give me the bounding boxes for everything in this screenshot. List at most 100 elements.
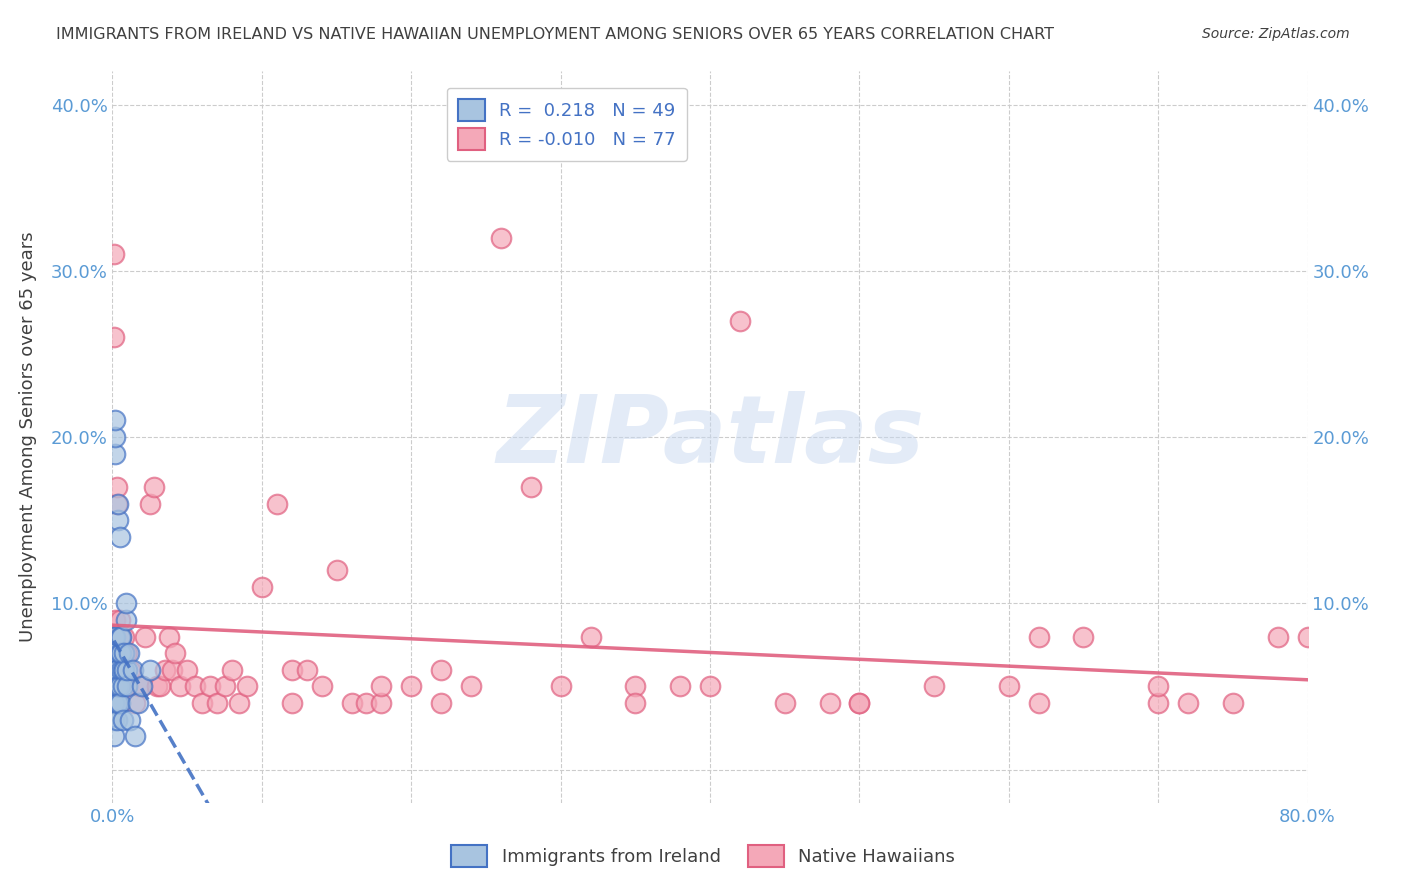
Point [114, 646, 135, 660]
Text: ZIPatlas: ZIPatlas [496, 391, 924, 483]
Point [103, 696, 125, 710]
Legend: Immigrants from Ireland, Native Hawaiians: Immigrants from Ireland, Native Hawaiian… [444, 838, 962, 874]
Point [149, 680, 172, 694]
Point [105, 497, 128, 511]
Point [110, 646, 132, 660]
Point [848, 696, 870, 710]
Point [325, 563, 347, 577]
Y-axis label: Unemployment Among Seniors over 65 years: Unemployment Among Seniors over 65 years [18, 232, 37, 642]
Point [1222, 696, 1244, 710]
Point [104, 430, 127, 444]
Point [773, 696, 796, 710]
Point [1296, 630, 1319, 644]
Point [139, 663, 162, 677]
Point [128, 680, 150, 694]
Point [111, 646, 134, 660]
Point [115, 646, 138, 660]
Point [104, 630, 127, 644]
Point [153, 663, 176, 677]
Point [104, 646, 127, 660]
Point [117, 663, 139, 677]
Point [169, 680, 191, 694]
Point [103, 330, 125, 344]
Point [356, 696, 378, 710]
Point [120, 663, 142, 677]
Point [110, 663, 132, 677]
Point [146, 680, 169, 694]
Point [124, 696, 146, 710]
Point [1073, 630, 1095, 644]
Point [118, 646, 141, 660]
Point [103, 713, 125, 727]
Text: Source: ZipAtlas.com: Source: ZipAtlas.com [1202, 27, 1350, 41]
Point [111, 713, 134, 727]
Point [198, 680, 221, 694]
Point [460, 680, 482, 694]
Point [103, 663, 125, 677]
Point [108, 646, 131, 660]
Point [520, 480, 543, 494]
Point [295, 663, 318, 677]
Point [105, 663, 128, 677]
Point [228, 696, 250, 710]
Point [107, 680, 129, 694]
Point [107, 513, 129, 527]
Point [105, 680, 128, 694]
Point [103, 646, 125, 660]
Point [108, 630, 131, 644]
Point [115, 596, 138, 610]
Point [430, 696, 453, 710]
Point [922, 680, 945, 694]
Point [165, 646, 187, 660]
Point [104, 680, 127, 694]
Point [1147, 696, 1170, 710]
Point [131, 680, 153, 694]
Point [104, 630, 127, 644]
Point [236, 680, 259, 694]
Point [266, 497, 288, 511]
Point [108, 613, 131, 627]
Point [162, 663, 183, 677]
Point [176, 663, 198, 677]
Point [103, 729, 125, 743]
Point [104, 447, 127, 461]
Point [699, 680, 721, 694]
Point [669, 680, 692, 694]
Point [221, 663, 243, 677]
Point [1028, 630, 1050, 644]
Point [191, 696, 214, 710]
Point [250, 580, 273, 594]
Point [131, 680, 153, 694]
Point [214, 680, 236, 694]
Point [430, 663, 453, 677]
Point [108, 680, 131, 694]
Point [818, 696, 841, 710]
Point [183, 680, 205, 694]
Point [122, 663, 145, 677]
Point [401, 680, 423, 694]
Text: IMMIGRANTS FROM IRELAND VS NATIVE HAWAIIAN UNEMPLOYMENT AMONG SENIORS OVER 65 YE: IMMIGRANTS FROM IRELAND VS NATIVE HAWAII… [56, 27, 1054, 42]
Point [370, 680, 392, 694]
Point [103, 680, 125, 694]
Point [105, 713, 128, 727]
Point [103, 696, 125, 710]
Point [111, 663, 134, 677]
Point [281, 696, 304, 710]
Point [103, 680, 125, 694]
Point [105, 480, 128, 494]
Point [104, 663, 127, 677]
Point [104, 413, 127, 427]
Point [848, 696, 870, 710]
Point [108, 630, 131, 644]
Point [117, 646, 139, 660]
Point [998, 680, 1021, 694]
Point [1267, 630, 1289, 644]
Point [489, 230, 512, 244]
Point [370, 696, 392, 710]
Point [107, 497, 129, 511]
Point [104, 613, 127, 627]
Point [117, 680, 139, 694]
Point [107, 663, 129, 677]
Point [157, 630, 180, 644]
Point [134, 630, 156, 644]
